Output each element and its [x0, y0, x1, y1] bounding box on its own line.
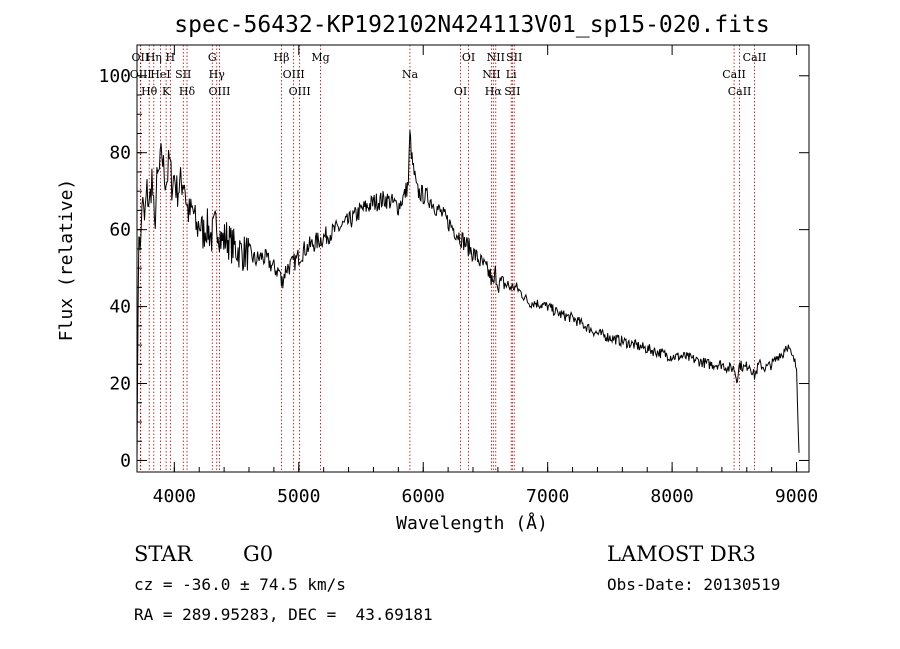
line-marker-label: CaII: [722, 68, 746, 81]
subclass-label: G0: [243, 542, 273, 566]
line-marker-label: Li: [506, 68, 517, 81]
line-marker-label: OIII: [208, 85, 230, 98]
line-marker-label: K: [162, 85, 171, 98]
y-axis-label: Flux (relative): [56, 179, 77, 342]
coordinates-text: RA = 289.95283, DEC = 43.69181: [134, 605, 433, 624]
y-axis-ticks: 0 20 40 60 80 100: [98, 66, 809, 471]
line-marker-label: Hβ: [274, 51, 290, 64]
y-tick-label: 80: [109, 143, 131, 164]
line-marker-label: Mg: [311, 51, 329, 64]
spectral-line-markers: [139, 45, 755, 472]
line-marker-label: Na: [402, 68, 419, 81]
chart-title: spec-56432-KP192102N424113V01_sp15-020.f…: [174, 12, 769, 38]
line-marker-label: SII: [506, 51, 522, 64]
x-axis-label: Wavelength (Å): [396, 512, 548, 534]
line-marker-label: NII: [487, 51, 505, 64]
line-marker-label: CaII: [743, 51, 767, 64]
obs-date-text: Obs-Date: 20130519: [607, 575, 780, 594]
x-tick-label: 9000: [775, 486, 818, 507]
line-marker-label: HeI: [150, 68, 170, 81]
line-marker-label: OI: [462, 51, 475, 64]
x-axis-ticks: 4000 5000 6000 7000 8000 9000: [153, 45, 818, 507]
line-marker-label: H: [166, 51, 176, 64]
redshift-text: cz = -36.0 ± 74.5 km/s: [134, 575, 346, 594]
x-tick-label: 8000: [650, 486, 693, 507]
line-marker-label: OII: [132, 51, 150, 64]
line-marker-label: Hα: [485, 85, 503, 98]
line-marker-label: CaII: [728, 85, 752, 98]
line-marker-label: Hγ: [209, 68, 226, 81]
line-marker-label: NII: [482, 68, 500, 81]
y-tick-label: 0: [120, 450, 131, 471]
survey-label: LAMOST DR3: [607, 542, 756, 566]
line-marker-label: OIII: [289, 85, 311, 98]
line-marker-label: OIII: [283, 68, 305, 81]
line-marker-label: Hθ: [141, 85, 158, 98]
line-marker-label: OIII: [130, 68, 152, 81]
line-marker-label: Hδ: [179, 85, 196, 98]
line-marker-label: Hη: [146, 51, 162, 64]
spectrum-series-line: [136, 130, 800, 461]
y-tick-label: 40: [109, 297, 131, 318]
y-tick-label: 20: [109, 374, 131, 395]
x-tick-label: 7000: [526, 486, 569, 507]
line-marker-label: SII: [504, 85, 520, 98]
y-tick-label: 60: [109, 220, 131, 241]
x-tick-label: 4000: [153, 486, 196, 507]
x-tick-label: 6000: [402, 486, 445, 507]
class-label: STAR: [134, 542, 193, 566]
line-marker-label: OI: [454, 85, 467, 98]
x-tick-label: 5000: [277, 486, 320, 507]
spectral-line-labels: OII OIII Hθ Hη HeI K H SII Hδ G Hγ OIII Hβ OIII OIII Mg…: [130, 51, 767, 98]
line-marker-label: G: [208, 51, 217, 64]
y-tick-label: 100: [98, 66, 131, 87]
line-marker-label: SII: [175, 68, 191, 81]
